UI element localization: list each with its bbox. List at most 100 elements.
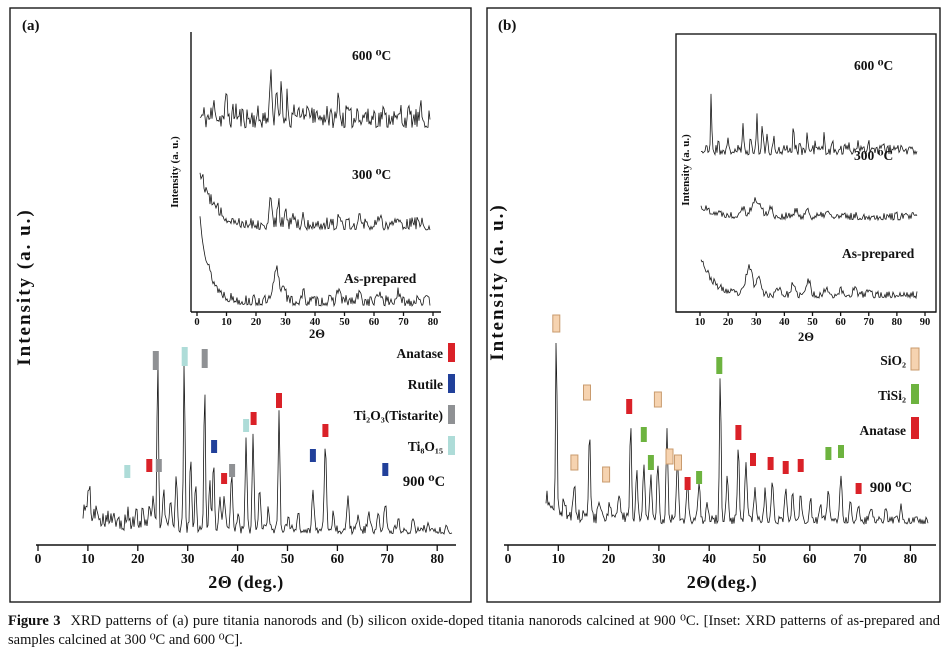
phase-marker-ti8o15 [124, 465, 131, 478]
panel-b-axis-tick-label: 40 [702, 551, 716, 566]
phase-marker-sio2 [653, 391, 662, 408]
panel-a-inset-trace-2 [199, 216, 431, 308]
phase-marker-ti8o15 [181, 347, 188, 366]
phase-marker-anatase [735, 425, 742, 440]
panel-a-label: (a) [22, 18, 40, 34]
legend-label-sio2: SiO₂ [880, 353, 906, 368]
panel-b-plot: 0 10 20 30 40 50 60 70 80 10 20 30 40 50 60 70 80 90 [504, 93, 936, 566]
panel-b-label: (b) [498, 18, 516, 34]
phase-marker-anatase [855, 483, 862, 494]
panel-a-inset-axis-tick-label: 30 [280, 317, 291, 328]
panel-a-axis-tick-label: 40 [231, 551, 245, 566]
legend-label-rutile: Rutile [408, 377, 443, 392]
panel-a-inset-trace-0 [199, 69, 431, 129]
phase-marker-tisi2 [696, 471, 703, 484]
phase-marker-anatase [684, 477, 691, 490]
legend-swatch-rutile [448, 374, 455, 393]
legend-label-anatase: Anatase [397, 346, 444, 361]
panel-a-inset-axis-tick-label: 60 [369, 317, 380, 328]
panel-a-axis-tick-label: 20 [131, 551, 145, 566]
phase-marker-anatase [782, 461, 789, 474]
panel-a-inset-axis-tick-label: 80 [428, 317, 439, 328]
phase-marker-tisi2 [647, 455, 654, 470]
panel-b-axis-tick-label: 10 [552, 551, 566, 566]
phase-marker-sio2 [583, 384, 591, 401]
caption-label: Figure 3 [8, 613, 61, 629]
phase-marker-tistarite [201, 349, 208, 368]
panel-a-inset-trace-1 [199, 172, 431, 232]
legend-swatch-sio2 [910, 347, 920, 371]
legend-swatch-anatase-b [911, 417, 919, 439]
phase-marker-anatase [221, 473, 228, 484]
panel-a-inset-xlabel: 2Θ [309, 327, 325, 341]
panel-b-trace-900C [545, 342, 929, 526]
panel-b-inset-axis-tick-label: 10 [695, 317, 706, 328]
panel-a-axis-tick-label: 50 [281, 551, 295, 566]
phase-marker-ti8o15 [243, 419, 250, 432]
legend-label-ti8o15: Ti₈O₁₅ [408, 439, 443, 454]
phase-marker-anatase [626, 399, 633, 414]
legend-label-anatase-b: Anatase [860, 423, 907, 438]
panel-b-inset-ylabel: Intensity (a. u.) [680, 134, 692, 206]
phase-marker-sio2 [674, 454, 682, 471]
panel-a-inset-axis-tick-label: 50 [339, 317, 350, 328]
panel-a-inset-label-300: 300 ⁰C [352, 167, 391, 182]
phase-marker-anatase [750, 453, 756, 466]
figure-canvas: 0 10 20 30 40 50 60 70 80 0 10 20 30 40 50 60 70 80 0 10 20… [9, 7, 941, 603]
phase-marker-sio2 [602, 466, 611, 483]
phase-marker-sio2 [665, 448, 674, 465]
legend-swatch-ti8o15 [448, 436, 455, 455]
phase-marker-rutile [382, 463, 389, 476]
panel-b-xlabel: 2Θ(deg.) [687, 572, 758, 593]
panel-a-axis-tick-label: 70 [381, 551, 395, 566]
panel-a-xlabel: 2Θ (deg.) [208, 572, 284, 593]
panel-b-inset-axis-tick-label: 40 [779, 317, 790, 328]
panel-b-inset-axis-tick-label: 60 [835, 317, 846, 328]
panel-a-axis-tick-label: 30 [181, 551, 195, 566]
phase-marker-anatase [767, 457, 774, 470]
phase-marker-rutile [309, 449, 316, 462]
panel-a-inset-ylabel: Intensity (a. u.) [169, 136, 181, 208]
phase-marker-anatase [322, 424, 329, 437]
phase-marker-tisi2 [640, 427, 647, 442]
panel-b-axis-tick-label: 30 [652, 551, 666, 566]
panel-a-inset-axis-tick-label: 10 [221, 317, 232, 328]
panel-b-frame [486, 7, 941, 603]
phase-marker-anatase [146, 459, 153, 472]
panel-b-axis-tick-label: 0 [505, 551, 512, 566]
legend-swatch-tistarite [448, 405, 455, 424]
panel-a-axis-tick-label: 10 [81, 551, 95, 566]
panel-b-inset-frame [675, 33, 937, 313]
panel-b-axis-tick-label: 50 [753, 551, 767, 566]
panel-a-legend: Anatase Rutile Ti₂O₃(Tistarite) Ti₈O₁₅ [354, 343, 455, 455]
panel-b-temp-label: 900 ⁰C [870, 480, 912, 496]
legend-swatch-tisi2 [911, 384, 919, 404]
phase-marker-tistarite [155, 459, 162, 472]
phase-marker-anatase [250, 412, 257, 425]
phase-marker-rutile [211, 440, 218, 453]
panel-b-inset-axis-tick-label: 50 [807, 317, 818, 328]
panel-b-inset-axis-tick-label: 30 [751, 317, 762, 328]
phase-marker-tisi2 [716, 357, 723, 374]
panel-b-inset-xlabel: 2Θ [798, 330, 814, 344]
panel-a-inset-axis-tick-label: 70 [398, 317, 409, 328]
panel-a-inset-axis-tick-label: 20 [251, 317, 262, 328]
panel-b-axis-tick-label: 70 [853, 551, 867, 566]
panel-b-legend: SiO₂ TiSi₂ Anatase [860, 347, 920, 439]
panel-b-inset-axis-tick-label: 70 [864, 317, 875, 328]
phase-marker-anatase [276, 393, 282, 408]
panel-b-inset-axis-tick-label: 90 [920, 317, 931, 328]
panel-a-inset-axis-tick-label: 0 [194, 317, 199, 328]
phase-marker-tisi2 [825, 447, 832, 460]
phase-marker-tisi2 [838, 445, 844, 458]
panel-b-axis-tick-label: 20 [602, 551, 616, 566]
legend-label-tistarite: Ti₂O₃(Tistarite) [354, 408, 443, 423]
panel-b-inset-trace-0 [700, 93, 918, 156]
phase-marker-tistarite [152, 351, 159, 370]
panel-b-inset-label-600: 600 ⁰C [854, 58, 893, 73]
panel-b-axis-tick-label: 80 [904, 551, 918, 566]
figure-caption: Figure 3 XRD patterns of (a) pure titania… [8, 612, 940, 650]
panel-b-inset-trace-2 [700, 259, 918, 300]
panel-a-trace-900C [82, 362, 453, 536]
